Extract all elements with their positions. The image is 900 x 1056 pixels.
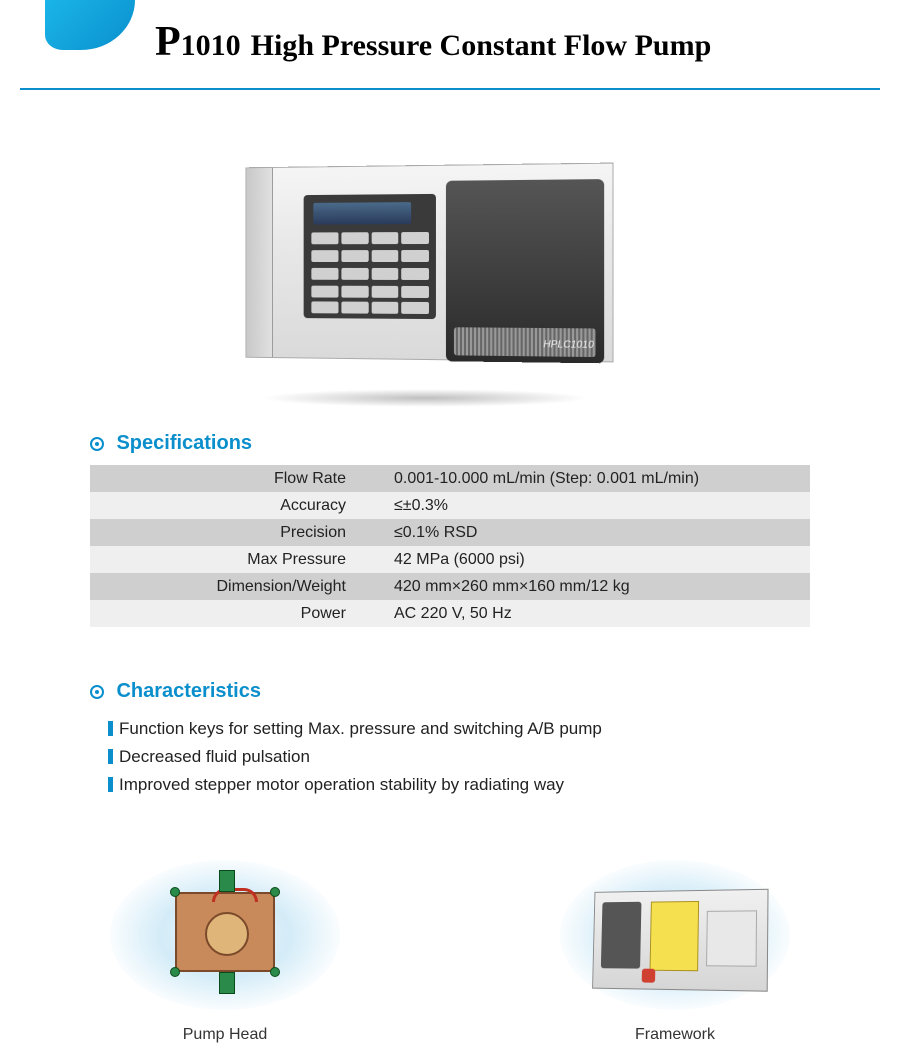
specifications-section: Specifications Flow Rate0.001-10.000 mL/… — [90, 432, 810, 627]
bar-bullet-icon — [108, 721, 113, 736]
table-row: Dimension/Weight420 mm×260 mm×160 mm/12 … — [90, 573, 810, 600]
characteristics-section: Characteristics Function keys for settin… — [90, 680, 810, 799]
spec-value: 42 MPa (6000 psi) — [370, 546, 810, 573]
table-row: Max Pressure42 MPa (6000 psi) — [90, 546, 810, 573]
bullet-ring-icon — [90, 685, 104, 699]
bullet-ring-icon — [90, 437, 104, 451]
spec-label: Power — [90, 600, 370, 627]
page-title: P1010 High Pressure Constant Flow Pump — [155, 18, 711, 66]
characteristic-text: Improved stepper motor operation stabili… — [119, 775, 564, 794]
model-prefix: P — [155, 19, 181, 65]
spec-value: AC 220 V, 50 Hz — [370, 600, 810, 627]
list-item: Decreased fluid pulsation — [108, 743, 810, 771]
table-row: Accuracy≤±0.3% — [90, 492, 810, 519]
list-item: Improved stepper motor operation stabili… — [108, 771, 810, 799]
framework-caption: Framework — [525, 1026, 825, 1044]
pump-head-diagram: Pump Head — [75, 860, 375, 1056]
framework-diagram: Framework — [525, 860, 825, 1056]
diagrams-row: Pump Head Framework — [0, 860, 900, 1056]
spec-value: 0.001-10.000 mL/min (Step: 0.001 mL/min) — [370, 465, 810, 492]
table-row: PowerAC 220 V, 50 Hz — [90, 600, 810, 627]
bar-bullet-icon — [108, 777, 113, 792]
bar-bullet-icon — [108, 749, 113, 764]
characteristics-list: Function keys for setting Max. pressure … — [108, 715, 810, 799]
spec-label: Precision — [90, 519, 370, 546]
characteristics-heading: Characteristics — [116, 680, 261, 702]
specifications-table: Flow Rate0.001-10.000 mL/min (Step: 0.00… — [90, 465, 810, 627]
spec-label: Flow Rate — [90, 465, 370, 492]
specs-heading: Specifications — [116, 432, 252, 454]
spec-label: Max Pressure — [90, 546, 370, 573]
pump-head-caption: Pump Head — [75, 1026, 375, 1044]
table-row: Precision≤0.1% RSD — [90, 519, 810, 546]
spec-value: ≤0.1% RSD — [370, 519, 810, 546]
table-row: Flow Rate0.001-10.000 mL/min (Step: 0.00… — [90, 465, 810, 492]
product-photo: HPLC1010 — [210, 135, 630, 395]
characteristic-text: Function keys for setting Max. pressure … — [119, 719, 602, 738]
spec-label: Accuracy — [90, 492, 370, 519]
model-number: 1010 — [181, 29, 241, 62]
title-description: High Pressure Constant Flow Pump — [251, 29, 712, 62]
header-tab-decoration — [45, 0, 135, 50]
spec-value: 420 mm×260 mm×160 mm/12 kg — [370, 573, 810, 600]
device-model-label: HPLC1010 — [543, 339, 594, 351]
list-item: Function keys for setting Max. pressure … — [108, 715, 810, 743]
characteristic-text: Decreased fluid pulsation — [119, 747, 310, 766]
spec-label: Dimension/Weight — [90, 573, 370, 600]
spec-value: ≤±0.3% — [370, 492, 810, 519]
header-divider — [20, 88, 880, 90]
